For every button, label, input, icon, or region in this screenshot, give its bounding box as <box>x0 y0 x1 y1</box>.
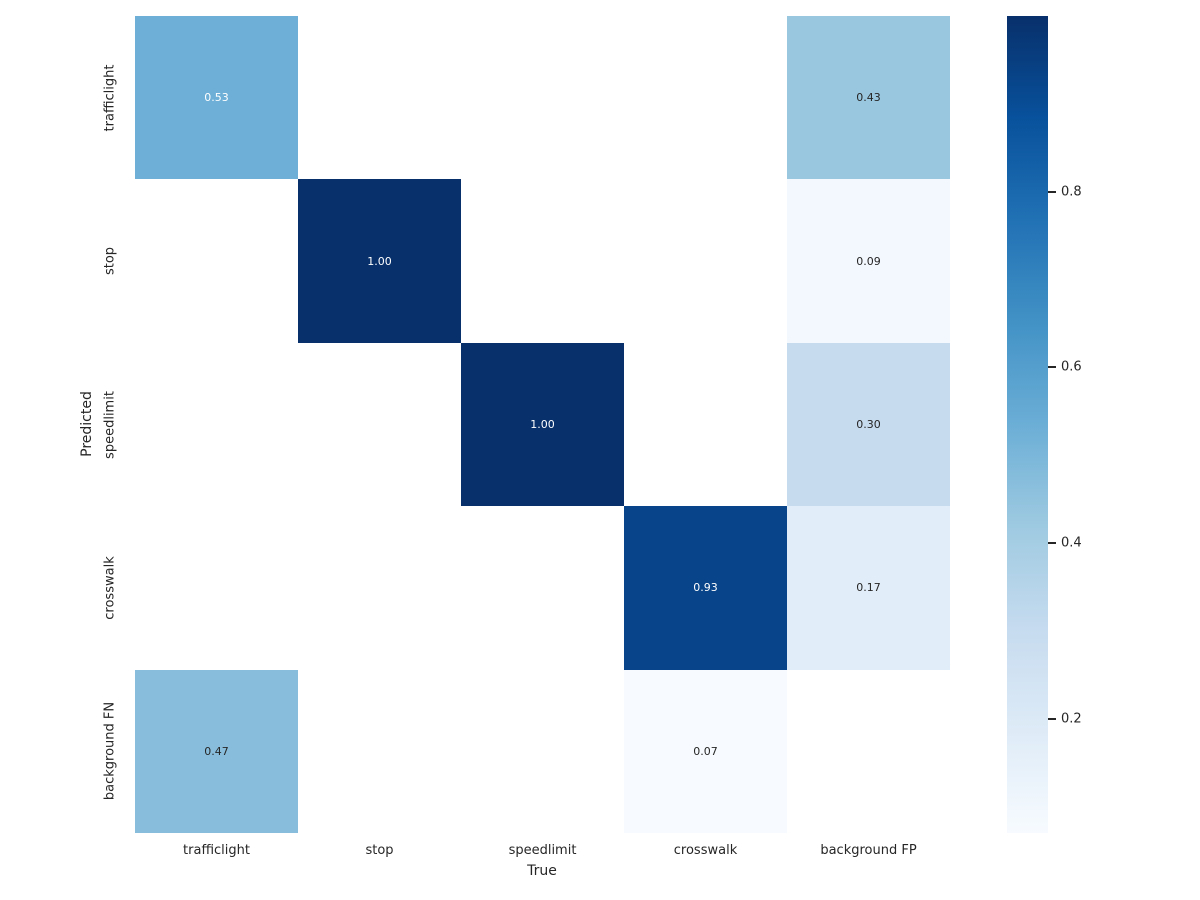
heatmap-cell: 0.30 <box>787 342 950 507</box>
heatmap-cell <box>787 669 950 833</box>
heatmap-cell <box>461 669 624 833</box>
colorbar-tick-label: 0.4 <box>1061 535 1082 551</box>
colorbar-tick-mark <box>1048 190 1056 193</box>
y-tick-label: stop <box>102 247 118 276</box>
x-tick-label: trafficlight <box>183 843 250 858</box>
cell-annotation: 0.53 <box>204 91 229 105</box>
cell-annotation: 1.00 <box>530 417 555 431</box>
cell-annotation: 1.00 <box>367 254 392 268</box>
heatmap-cell <box>624 342 787 507</box>
heatmap-cell <box>298 16 461 180</box>
heatmap-cell <box>298 342 461 507</box>
x-tick-label: crosswalk <box>673 843 738 858</box>
heatmap-cell: 0.17 <box>787 506 950 670</box>
y-tick-label: speedlimit <box>102 390 118 459</box>
colorbar-tick-mark <box>1048 717 1056 720</box>
y-tick-label: background FN <box>102 702 118 801</box>
cell-annotation: 0.30 <box>856 417 881 431</box>
colorbar-tick-mark <box>1048 542 1056 545</box>
heatmap-cell: 0.07 <box>624 669 787 833</box>
y-tick-label: trafficlight <box>102 64 118 132</box>
heatmap-cell: 0.47 <box>135 669 298 833</box>
cell-annotation: 0.07 <box>693 744 718 758</box>
heatmap-cell: 0.09 <box>787 179 950 343</box>
heatmap-cell <box>135 179 298 343</box>
heatmap-cell <box>624 179 787 343</box>
heatmap-cell <box>298 669 461 833</box>
heatmap-cell: 1.00 <box>298 179 461 343</box>
heatmap-cell <box>461 506 624 670</box>
colorbar-tick-mark <box>1048 366 1056 369</box>
x-tick-label: stop <box>365 843 394 858</box>
x-axis-label: True <box>527 863 557 879</box>
cell-annotation: 0.17 <box>856 581 881 595</box>
heatmap-cell <box>461 16 624 180</box>
colorbar-tick-label: 0.6 <box>1061 359 1082 375</box>
y-axis-label: Predicted <box>79 391 95 457</box>
cell-annotation: 0.09 <box>856 254 881 268</box>
heatmap-cell <box>624 16 787 180</box>
y-tick-label: crosswalk <box>102 556 118 620</box>
cell-annotation: 0.93 <box>693 581 718 595</box>
colorbar-gradient <box>1007 16 1048 833</box>
heatmap-cell <box>461 179 624 343</box>
heatmap-cell: 1.00 <box>461 342 624 507</box>
x-tick-label: speedlimit <box>508 843 577 858</box>
x-tick-label: background FP <box>820 843 917 858</box>
heatmap-cell <box>135 342 298 507</box>
heatmap-cell: 0.53 <box>135 16 298 180</box>
heatmap-cell <box>298 506 461 670</box>
colorbar-tick-label: 0.2 <box>1061 711 1082 727</box>
heatmap-cell <box>135 506 298 670</box>
heatmap-cell: 0.43 <box>787 16 950 180</box>
heatmap-cell: 0.93 <box>624 506 787 670</box>
colorbar-tick-label: 0.8 <box>1061 184 1082 200</box>
heatmap-grid: 0.53 0.43 1.00 0.09 1.00 0.30 0.93 0.17 0.47 0.07 <box>135 16 950 833</box>
cell-annotation: 0.47 <box>204 744 229 758</box>
cell-annotation: 0.43 <box>856 91 881 105</box>
